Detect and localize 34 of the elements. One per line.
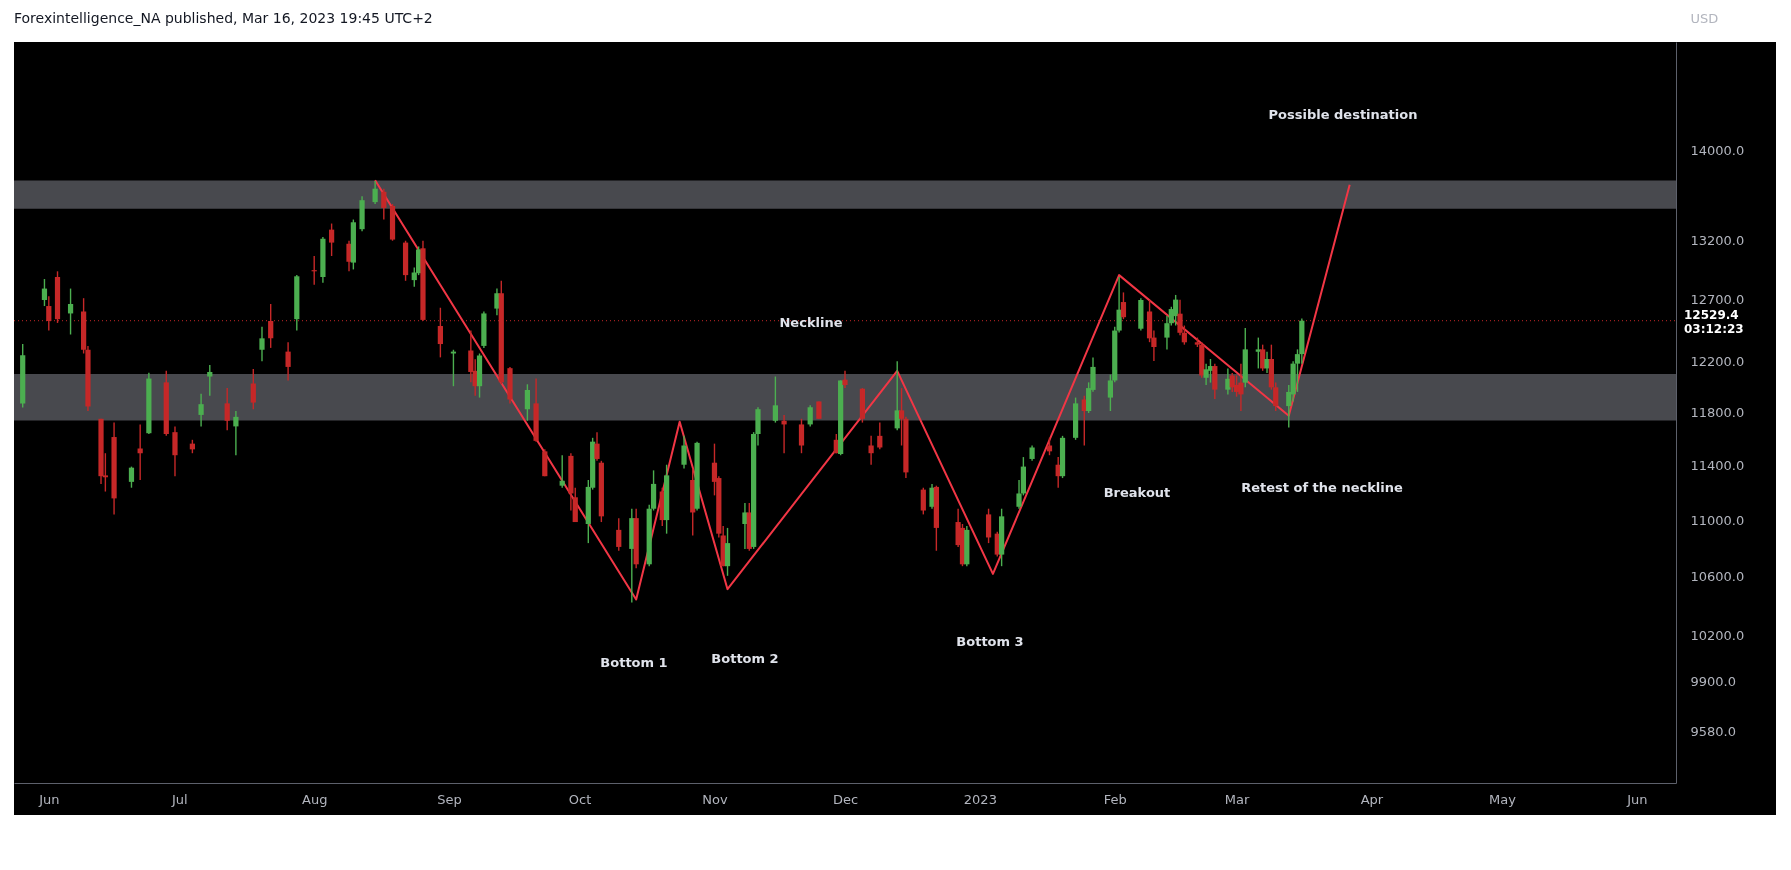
y-tick-label: 12200.0 [1690,354,1745,370]
y-tick-label: 9900.0 [1690,673,1736,689]
annotation: Retest of the neckline [1241,480,1404,495]
x-tick-label: Feb [1103,791,1127,807]
y-axis-title: USD [1690,10,1719,26]
ref-line-label: 12529.4 03:12:23 [1684,307,1744,336]
y-tick-label: 12700.0 [1690,292,1745,308]
chart-title: Forexintelligence_NA published, Mar 16, 2023 19:45 UTC+2 [14,10,433,26]
annotation: Bottom 1 [600,655,668,670]
annotation: Bottom 3 [956,634,1024,649]
x-tick-label: Jun [38,791,60,807]
x-tick-label: Jul [170,791,188,807]
x-tick-label: Oct [568,791,592,807]
annotation: Breakout [1103,485,1171,500]
x-tick-label: Sep [437,791,462,807]
x-tick-label: Apr [1360,791,1384,807]
x-tick-label: May [1489,791,1517,807]
annotation: Bottom 2 [711,651,779,666]
x-tick-label: Aug [302,791,328,807]
y-tick-label: 13200.0 [1690,233,1745,249]
y-tick-label: 10600.0 [1690,569,1745,585]
x-tick-label: Nov [702,791,728,807]
x-tick-label: Mar [1224,791,1250,807]
annotation: Possible destination [1268,107,1418,122]
y-tick-label: 11800.0 [1690,405,1745,421]
annotation: Neckline [779,315,843,330]
x-tick-label: 2023 [963,791,997,807]
x-tick-label: Dec [832,791,859,807]
y-tick-label: 11000.0 [1690,512,1745,528]
y-tick-label: 10200.0 [1690,628,1745,644]
y-tick-label: 11400.0 [1690,457,1745,473]
y-tick-label: 9580.0 [1690,724,1736,740]
y-tick-label: 14000.0 [1690,143,1745,159]
x-tick-label: Jun [1626,791,1648,807]
